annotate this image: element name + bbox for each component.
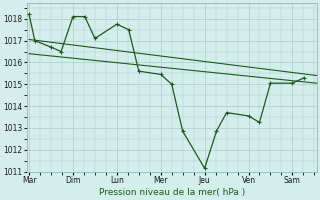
X-axis label: Pression niveau de la mer( hPa ): Pression niveau de la mer( hPa )	[99, 188, 245, 197]
